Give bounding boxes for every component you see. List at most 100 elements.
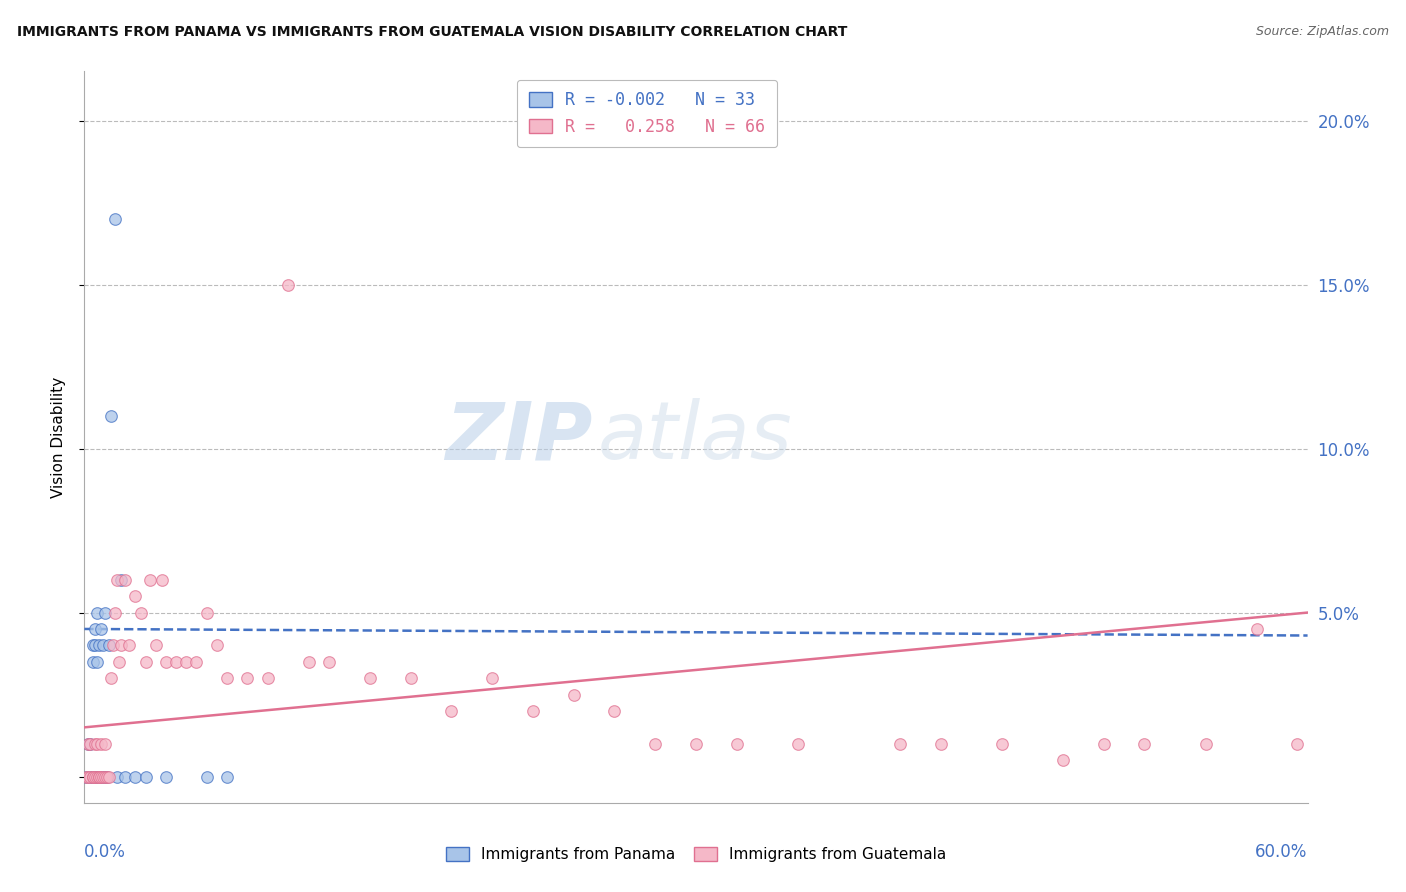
Point (1286, 737, 1309, 751)
Point (93, 770, 115, 784)
Point (93, 737, 115, 751)
Point (82, 770, 104, 784)
Point (82, 655, 104, 669)
Point (79, 770, 101, 784)
Point (93, 606, 115, 620)
Text: 60.0%: 60.0% (1256, 843, 1308, 861)
Point (86, 770, 108, 784)
Point (522, 704, 544, 718)
Point (298, 655, 321, 669)
Point (685, 737, 707, 751)
Point (1133, 737, 1156, 751)
Point (91, 770, 114, 784)
Point (79, 737, 101, 751)
Point (93, 770, 115, 784)
Point (135, 655, 157, 669)
Point (104, 606, 127, 620)
Point (77, 770, 100, 784)
Point (97, 770, 120, 784)
Point (83, 770, 105, 784)
Point (217, 770, 239, 784)
Point (79, 737, 101, 751)
Point (195, 606, 218, 620)
Point (481, 671, 503, 685)
Point (87, 770, 110, 784)
Point (87, 770, 110, 784)
Point (110, 638, 132, 652)
Point (155, 770, 177, 784)
Point (155, 655, 177, 669)
Point (75, 770, 97, 784)
Point (131, 606, 153, 620)
Point (440, 704, 463, 718)
Point (83, 737, 105, 751)
Point (90, 770, 112, 784)
Point (90, 770, 112, 784)
Point (644, 737, 666, 751)
Point (83, 638, 105, 652)
Point (991, 737, 1014, 751)
Point (79, 770, 101, 784)
Point (77, 737, 100, 751)
Legend: Immigrants from Panama, Immigrants from Guatemala: Immigrants from Panama, Immigrants from … (440, 841, 952, 868)
Text: atlas: atlas (598, 398, 793, 476)
Point (150, 573, 173, 587)
Point (105, 770, 128, 784)
Point (145, 638, 167, 652)
Point (87, 770, 110, 784)
Text: IMMIGRANTS FROM PANAMA VS IMMIGRANTS FROM GUATEMALA VISION DISABILITY CORRELATIO: IMMIGRANTS FROM PANAMA VS IMMIGRANTS FRO… (17, 25, 848, 39)
Point (124, 589, 146, 603)
Point (236, 671, 259, 685)
Point (91, 770, 114, 784)
Point (114, 770, 136, 784)
Point (1052, 753, 1074, 767)
Point (603, 704, 626, 718)
Point (889, 737, 911, 751)
Point (929, 737, 952, 751)
Point (124, 770, 146, 784)
Point (105, 573, 128, 587)
Text: Source: ZipAtlas.com: Source: ZipAtlas.com (1256, 25, 1389, 38)
Point (82, 770, 104, 784)
Y-axis label: Vision Disability: Vision Disability (51, 376, 66, 498)
Point (165, 655, 187, 669)
Point (257, 671, 280, 685)
Point (104, 211, 127, 226)
Point (118, 638, 141, 652)
Point (108, 655, 131, 669)
Point (100, 671, 122, 685)
Point (86, 770, 108, 784)
Point (97, 638, 120, 652)
Point (138, 573, 160, 587)
Point (86, 655, 108, 669)
Point (135, 770, 157, 784)
Point (100, 409, 122, 423)
Point (96, 770, 118, 784)
Point (359, 671, 381, 685)
Point (186, 655, 208, 669)
Point (83, 622, 105, 636)
Point (86, 737, 108, 751)
Point (101, 638, 124, 652)
Point (87, 638, 110, 652)
Point (217, 671, 239, 685)
Point (787, 737, 810, 751)
Point (1092, 737, 1115, 751)
Point (96, 770, 118, 784)
Point (1246, 622, 1268, 636)
Point (83, 770, 105, 784)
Point (174, 655, 197, 669)
Point (90, 737, 112, 751)
Point (82, 770, 104, 784)
Point (77, 737, 100, 751)
Point (1195, 737, 1218, 751)
Point (205, 638, 228, 652)
Point (725, 737, 748, 751)
Point (277, 277, 299, 292)
Point (90, 622, 112, 636)
Point (75, 770, 97, 784)
Point (318, 655, 340, 669)
Point (114, 573, 136, 587)
Point (86, 606, 108, 620)
Point (110, 573, 132, 587)
